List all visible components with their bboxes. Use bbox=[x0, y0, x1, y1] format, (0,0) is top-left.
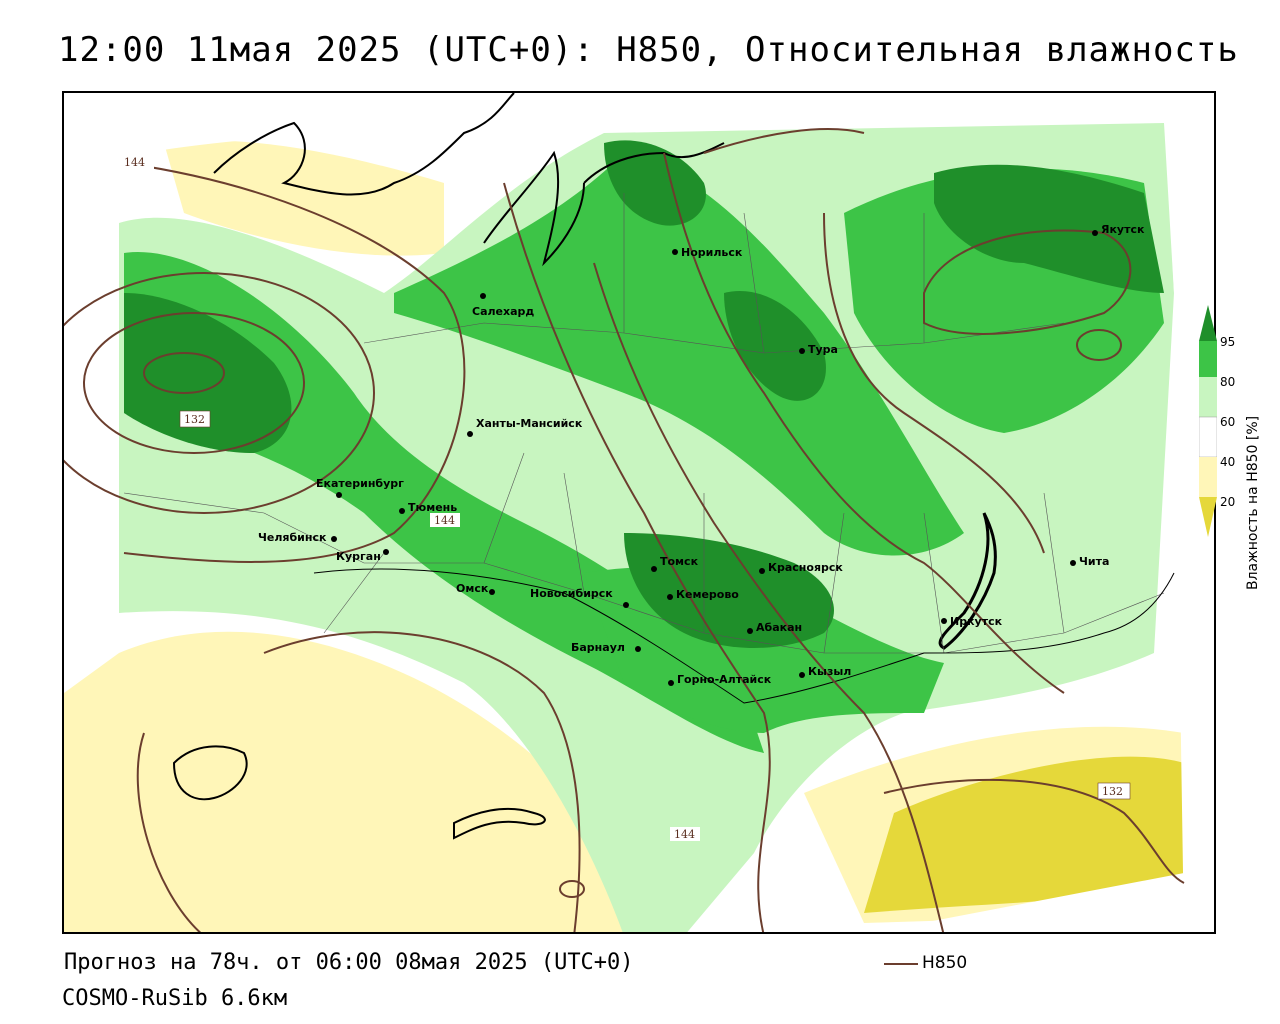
country-border-south bbox=[313, 568, 1175, 704]
colorbar-tick-20: 20 bbox=[1220, 495, 1236, 509]
very-humid-tura bbox=[724, 291, 826, 401]
svg-text:Абакан: Абакан bbox=[756, 621, 802, 634]
svg-text:Омск: Омск bbox=[456, 582, 489, 595]
svg-text:Норильск: Норильск bbox=[681, 246, 743, 259]
svg-text:Кемерово: Кемерово bbox=[676, 588, 739, 601]
very-humid-north bbox=[604, 140, 706, 226]
colorbar-tick-60: 60 bbox=[1220, 415, 1236, 429]
humid-zone-northcentral bbox=[394, 153, 964, 556]
humidity-colorbar bbox=[1199, 305, 1217, 537]
city-omsk[interactable]: Омск bbox=[456, 582, 495, 595]
coastline-north bbox=[213, 93, 515, 196]
map-area[interactable]: 144 132 144 144 132 Норильск Якутск bbox=[62, 91, 1216, 934]
city-khanty-mansiysk[interactable]: Ханты-Мансийск bbox=[467, 417, 583, 437]
colorbar-segment-20 bbox=[1199, 457, 1217, 497]
svg-text:Ханты-Мансийск: Ханты-Мансийск bbox=[476, 417, 583, 430]
contour-legend-label: H850 bbox=[922, 953, 968, 973]
city-tomsk[interactable]: Томск bbox=[651, 555, 699, 572]
forecast-info: Прогноз на 78ч. от 06:00 08мая 2025 (UTC… bbox=[64, 950, 634, 975]
svg-text:144: 144 bbox=[674, 828, 695, 841]
isoline-label-144b: 144 bbox=[430, 513, 460, 527]
dry-zone-north bbox=[164, 140, 444, 256]
city-salekhard[interactable]: Салехард bbox=[472, 293, 534, 318]
city-chelyabinsk[interactable]: Челябинск bbox=[258, 531, 337, 544]
svg-text:132: 132 bbox=[1102, 785, 1123, 798]
city-abakan[interactable]: Абакан bbox=[747, 621, 802, 634]
contour-legend-line bbox=[884, 963, 918, 965]
map-title: 12:00 11мая 2025 (UTC+0): H850, Относите… bbox=[58, 30, 1239, 70]
coastline-yamal bbox=[483, 150, 585, 267]
colorbar-segment-80 bbox=[1199, 341, 1217, 377]
colorbar-tick-80: 80 bbox=[1220, 375, 1236, 389]
city-novosibirsk[interactable]: Новосибирск bbox=[530, 587, 629, 608]
isoline-label-144a: 144 bbox=[122, 155, 154, 169]
city-irkutsk[interactable]: Иркутск bbox=[941, 615, 1003, 628]
lake-balkhash bbox=[453, 807, 546, 840]
city-chita[interactable]: Чита bbox=[1070, 555, 1109, 568]
isoline-label-132b: 132 bbox=[1097, 782, 1131, 800]
dry-zone-southwest bbox=[64, 631, 644, 932]
svg-text:Иркутск: Иркутск bbox=[950, 615, 1003, 628]
svg-text:Челябинск: Челябинск bbox=[258, 531, 327, 544]
colorbar-tick-95: 95 bbox=[1220, 335, 1236, 349]
contour-lines bbox=[64, 128, 1185, 932]
city-kyzyl[interactable]: Кызыл bbox=[799, 665, 851, 678]
svg-text:Чита: Чита bbox=[1079, 555, 1109, 568]
colorbar-tick-40: 40 bbox=[1220, 455, 1236, 469]
svg-text:Якутск: Якутск bbox=[1101, 223, 1145, 236]
nodata-bottomright bbox=[874, 873, 1214, 932]
city-yakutsk[interactable]: Якутск bbox=[1092, 223, 1145, 236]
colorbar-title: Влажность на H850 [%] bbox=[1245, 415, 1261, 590]
svg-text:Барнаул: Барнаул bbox=[571, 641, 625, 654]
colorbar-segment-60 bbox=[1199, 377, 1217, 417]
svg-text:Салехард: Салехард bbox=[472, 305, 534, 318]
caspian-outline bbox=[172, 745, 248, 801]
svg-text:Кызыл: Кызыл bbox=[808, 665, 851, 678]
map-canvas: 144 132 144 144 132 Норильск Якутск bbox=[64, 93, 1214, 932]
isoline-label-132a: 132 bbox=[179, 410, 211, 428]
isoline-label-144c: 144 bbox=[670, 827, 700, 841]
very-humid-northeast bbox=[934, 164, 1164, 293]
city-tyumen[interactable]: Тюмень bbox=[399, 501, 457, 514]
city-barnaul[interactable]: Барнаул bbox=[571, 641, 641, 654]
lake-baikal bbox=[938, 512, 997, 650]
colorbar-segment-40 bbox=[1199, 416, 1217, 458]
admin-borders bbox=[123, 193, 1165, 654]
colorbar-bottom-triangle bbox=[1199, 497, 1217, 537]
nodata-topright bbox=[1164, 93, 1214, 932]
colorbar-top-triangle bbox=[1199, 305, 1217, 341]
very-humid-west bbox=[124, 293, 292, 453]
svg-text:Томск: Томск bbox=[660, 555, 699, 568]
svg-text:Тура: Тура bbox=[808, 343, 838, 356]
city-ekaterinburg[interactable]: Екатеринбург bbox=[316, 477, 404, 498]
city-tura[interactable]: Тура bbox=[799, 343, 838, 356]
svg-text:Новосибирск: Новосибирск bbox=[530, 587, 613, 600]
city-krasnoyarsk[interactable]: Красноярск bbox=[759, 561, 843, 574]
svg-text:Тюмень: Тюмень bbox=[408, 501, 457, 514]
nodata-topleft bbox=[64, 93, 494, 153]
svg-text:Курган: Курган bbox=[336, 550, 381, 563]
svg-text:144: 144 bbox=[434, 514, 455, 527]
svg-text:132: 132 bbox=[184, 413, 205, 426]
city-gorno-altaysk[interactable]: Горно-Алтайск bbox=[668, 673, 772, 686]
svg-text:Горно-Алтайск: Горно-Алтайск bbox=[677, 673, 772, 686]
city-kemerovo[interactable]: Кемерово bbox=[667, 588, 739, 601]
svg-text:Красноярск: Красноярск bbox=[768, 561, 843, 574]
svg-text:144: 144 bbox=[124, 156, 145, 169]
city-kurgan[interactable]: Курган bbox=[336, 549, 389, 563]
svg-text:Екатеринбург: Екатеринбург bbox=[316, 477, 404, 490]
model-name: COSMO-RuSib 6.6км bbox=[62, 986, 288, 1011]
city-norilsk[interactable]: Норильск bbox=[672, 246, 743, 259]
